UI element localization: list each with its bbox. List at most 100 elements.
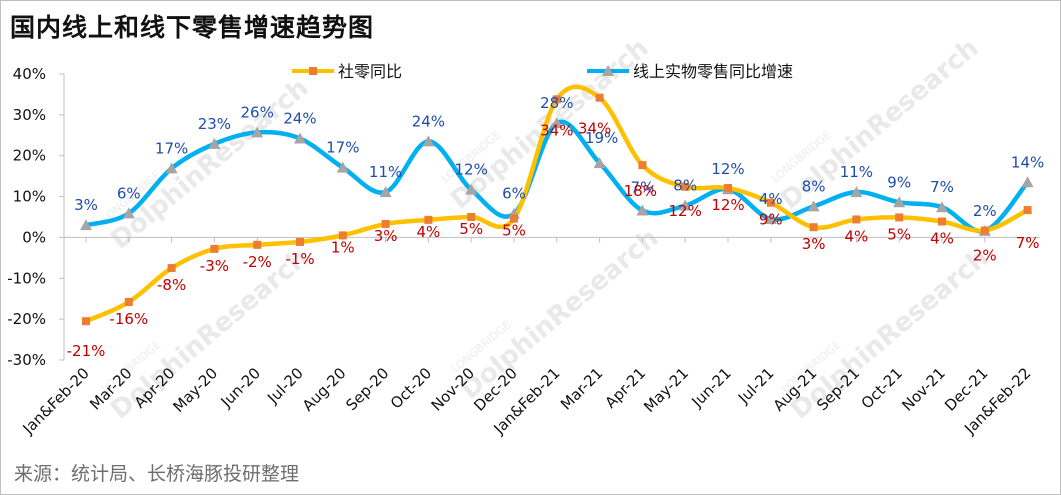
online-point — [893, 196, 906, 208]
x-tick-label: Sep-20 — [342, 364, 392, 414]
online-point — [336, 161, 349, 173]
retail-point — [552, 95, 561, 104]
retail-data-label: 3% — [802, 235, 826, 253]
x-tick-label: Mar-21 — [557, 364, 606, 413]
chart-title: 国内线上和线下零售增速趋势图 — [10, 13, 375, 42]
retail-point — [338, 231, 347, 240]
online-data-label: 9% — [887, 173, 911, 191]
x-tick-label: Oct-20 — [387, 364, 435, 412]
retail-point — [681, 182, 690, 191]
retail-data-label: 34% — [540, 121, 573, 139]
online-data-label: 24% — [283, 110, 316, 128]
online-point — [936, 201, 948, 213]
x-tick-label: Aug-20 — [299, 364, 350, 415]
retail-point — [381, 219, 390, 228]
online-data-label: 7% — [631, 178, 655, 196]
series-markers — [80, 93, 1034, 326]
retail-data-label: -16% — [109, 310, 148, 328]
online-point — [165, 162, 178, 174]
online-point — [764, 213, 777, 225]
retail-point — [210, 244, 219, 253]
online-data-label: 24% — [412, 112, 445, 130]
online-data-label: 14% — [1011, 153, 1044, 171]
retail-data-label: 4% — [417, 223, 441, 241]
online-point — [850, 186, 863, 198]
retail-point — [809, 223, 818, 232]
retail-point — [595, 93, 604, 102]
online-point — [379, 186, 392, 198]
retail-point — [124, 297, 133, 306]
retail-data-label: 4% — [845, 227, 869, 245]
retail-data-label: -8% — [157, 276, 186, 294]
online-point — [294, 132, 306, 144]
retail-point — [510, 214, 518, 223]
online-data-label: 6% — [502, 185, 526, 203]
retail-data-label: 12% — [669, 202, 702, 220]
retail-data-label: 5% — [887, 225, 911, 243]
y-tick-label: -30% — [7, 351, 46, 369]
online-point — [679, 199, 692, 211]
retail-point — [296, 237, 304, 246]
online-data-label: 11% — [369, 163, 402, 181]
data-labels: 3% 6% 17% 23% 26% 24% 17% 11% 24% 12% 6% 28% 19% 7% 8%… — [67, 94, 1045, 360]
x-tick-label: May-21 — [640, 364, 692, 416]
online-data-label: 23% — [198, 115, 231, 133]
y-tick-label: 30% — [13, 106, 46, 124]
online-data-label: 12% — [711, 160, 744, 178]
retail-data-label: 12% — [711, 196, 744, 214]
online-point — [1021, 176, 1034, 188]
retail-point — [852, 215, 861, 224]
online-point — [422, 135, 435, 147]
retail-data-label: 4% — [930, 229, 954, 247]
x-tick-label: Jun-20 — [217, 364, 264, 411]
y-tick-label: 10% — [13, 188, 46, 206]
online-point — [251, 126, 264, 138]
online-data-label: 26% — [241, 103, 274, 121]
legend-retail-label: 社零同比 — [338, 62, 402, 81]
online-data-label: 8% — [802, 177, 826, 195]
legend-retail-marker — [309, 67, 317, 75]
x-tick-label: Jun-21 — [687, 364, 734, 411]
online-data-label: 4% — [759, 190, 783, 208]
retail-point — [938, 217, 946, 226]
online-data-label: 7% — [930, 178, 954, 196]
retail-point — [167, 264, 176, 273]
retail-data-label: 5% — [502, 222, 526, 240]
legend-online-marker — [602, 65, 614, 76]
watermark-text: DolphinResearch — [105, 73, 314, 255]
retail-data-label: 3% — [374, 227, 398, 245]
retail-data-label: -2% — [243, 253, 272, 271]
retail-point — [895, 213, 904, 222]
online-point — [593, 157, 606, 169]
online-point — [550, 117, 563, 129]
y-tick-label: 20% — [13, 147, 46, 165]
online-point — [122, 207, 135, 219]
online-data-label: 2% — [973, 202, 997, 220]
retail-data-label: 5% — [459, 220, 483, 238]
retail-data-label: -21% — [67, 342, 106, 360]
online-data-label: 12% — [455, 161, 488, 179]
retail-data-label: 2% — [973, 246, 997, 264]
online-data-label: 6% — [117, 184, 141, 202]
source-note: 来源：统计局、长桥海豚投研整理 — [14, 463, 300, 485]
online-point — [636, 204, 649, 216]
x-tick-label: Jan&Feb-20 — [19, 364, 93, 438]
retail-point — [82, 317, 90, 326]
online-data-label: 17% — [326, 139, 359, 157]
online-point — [208, 137, 221, 149]
online-data-label: 11% — [840, 163, 873, 181]
retail-point — [424, 215, 433, 224]
retail-point — [724, 183, 732, 192]
online-point — [80, 219, 92, 231]
retail-data-label: -1% — [285, 250, 314, 268]
retail-point — [1023, 206, 1032, 215]
retail-data-label: 1% — [331, 238, 355, 256]
retail-point — [980, 226, 989, 235]
retail-point — [253, 240, 262, 249]
y-tick-label: 0% — [22, 228, 46, 246]
retail-point — [766, 198, 775, 207]
online-data-label: 3% — [74, 196, 98, 214]
retail-data-label: 34% — [578, 120, 611, 138]
